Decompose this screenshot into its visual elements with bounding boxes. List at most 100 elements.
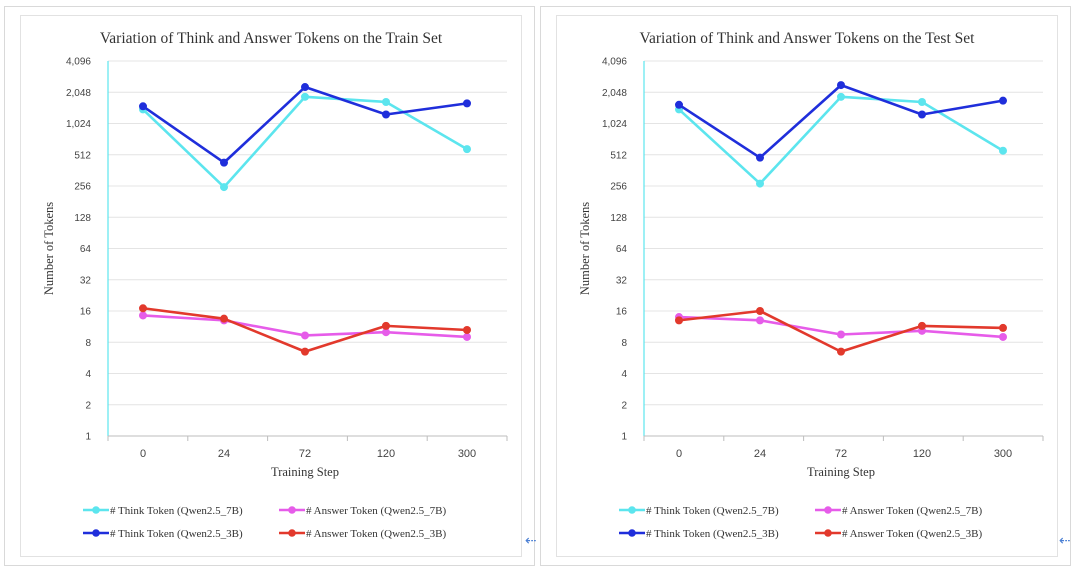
chart-title: Variation of Think and Answer Tokens on … xyxy=(100,30,443,47)
test-chart-frame: Variation of Think and Answer Tokens on … xyxy=(556,15,1058,557)
data-point xyxy=(382,97,390,106)
data-point xyxy=(918,321,926,330)
legend-label: # Answer Token (Qwen2.5_3B) xyxy=(306,528,447,540)
series-line xyxy=(142,306,468,353)
data-point xyxy=(139,102,147,111)
data-point xyxy=(382,110,390,119)
y-tick-label: 2 xyxy=(85,400,91,411)
data-point xyxy=(837,92,845,101)
legend-label: # Answer Token (Qwen2.5_7B) xyxy=(306,505,447,517)
y-tick-label: 4 xyxy=(85,369,91,380)
y-tick-label: 2 xyxy=(621,400,627,411)
y-tick-label: 64 xyxy=(616,244,628,255)
y-tick-label: 4 xyxy=(621,369,627,380)
data-point xyxy=(756,316,764,325)
data-point xyxy=(918,110,926,119)
y-tick-label: 16 xyxy=(616,307,628,318)
y-tick-label: 32 xyxy=(80,275,92,286)
y-tick-label: 128 xyxy=(610,213,627,224)
train-set-line-chart: Variation of Think and Answer Tokens on … xyxy=(42,30,508,540)
y-tick-label: 8 xyxy=(621,338,627,349)
train-chart-frame: Variation of Think and Answer Tokens on … xyxy=(20,15,522,557)
x-tick-label: 24 xyxy=(754,448,766,460)
legend-label: # Think Token (Qwen2.5_7B) xyxy=(110,505,243,517)
legend-swatch-marker xyxy=(628,529,636,537)
y-tick-label: 1,024 xyxy=(66,119,91,130)
data-point xyxy=(301,83,309,92)
test-set-line-chart: Variation of Think and Answer Tokens on … xyxy=(578,30,1044,540)
legend-label: # Think Token (Qwen2.5_7B) xyxy=(646,505,779,517)
legend-label: # Answer Token (Qwen2.5_3B) xyxy=(842,528,983,540)
data-point xyxy=(301,331,309,340)
legend-swatch-marker xyxy=(288,506,296,514)
data-point xyxy=(463,325,471,334)
x-tick-label: 72 xyxy=(299,448,311,460)
legend-label: # Answer Token (Qwen2.5_7B) xyxy=(842,505,983,517)
data-point xyxy=(999,96,1007,105)
data-point xyxy=(756,179,764,188)
y-tick-label: 512 xyxy=(74,150,91,161)
data-point xyxy=(301,347,309,356)
data-point xyxy=(837,347,845,356)
y-tick-label: 32 xyxy=(616,275,628,286)
x-tick-label: 300 xyxy=(994,448,1012,460)
return-arrow-icon: ⇠ xyxy=(525,533,537,549)
y-tick-label: 2,048 xyxy=(66,88,91,99)
data-point xyxy=(301,92,309,101)
x-tick-label: 300 xyxy=(458,448,476,460)
x-tick-label: 120 xyxy=(377,448,395,460)
data-point xyxy=(675,100,683,109)
data-point xyxy=(999,146,1007,155)
legend-swatch-marker xyxy=(288,529,296,537)
y-tick-label: 2,048 xyxy=(602,88,627,99)
data-point xyxy=(220,183,228,192)
data-point xyxy=(999,323,1007,332)
data-point xyxy=(463,99,471,108)
x-tick-label: 24 xyxy=(218,448,230,460)
legend-swatch-marker xyxy=(92,529,100,537)
data-point xyxy=(837,330,845,339)
chart-title: Variation of Think and Answer Tokens on … xyxy=(640,30,976,47)
y-tick-label: 8 xyxy=(85,338,91,349)
x-tick-label: 120 xyxy=(913,448,931,460)
y-tick-label: 4,096 xyxy=(66,57,91,68)
x-axis-label: Training Step xyxy=(807,465,875,479)
data-point xyxy=(837,81,845,90)
y-tick-label: 1,024 xyxy=(602,119,627,130)
y-tick-label: 64 xyxy=(80,244,92,255)
legend-swatch-marker xyxy=(628,506,636,514)
y-tick-label: 16 xyxy=(80,307,92,318)
data-point xyxy=(220,314,228,323)
legend-swatch-marker xyxy=(92,506,100,514)
data-point xyxy=(139,311,147,320)
legend-swatch-marker xyxy=(824,529,832,537)
data-point xyxy=(139,304,147,313)
x-axis-label: Training Step xyxy=(271,465,339,479)
y-tick-label: 1 xyxy=(85,432,91,443)
x-tick-label: 72 xyxy=(835,448,847,460)
legend-swatch-marker xyxy=(824,506,832,514)
y-axis-label: Number of Tokens xyxy=(42,202,56,295)
test-chart-panel: Variation of Think and Answer Tokens on … xyxy=(540,6,1071,566)
data-point xyxy=(675,316,683,325)
y-tick-label: 4,096 xyxy=(602,57,627,68)
data-point xyxy=(463,332,471,341)
data-point xyxy=(756,307,764,315)
return-arrow-icon: ⇠ xyxy=(1059,533,1071,549)
data-point xyxy=(463,145,471,154)
data-point xyxy=(382,328,390,337)
y-tick-label: 1 xyxy=(621,432,627,443)
x-tick-label: 0 xyxy=(140,448,146,460)
x-tick-label: 0 xyxy=(676,448,682,460)
data-point xyxy=(918,97,926,106)
data-point xyxy=(756,153,764,162)
legend-label: # Think Token (Qwen2.5_3B) xyxy=(646,528,779,540)
legend-label: # Think Token (Qwen2.5_3B) xyxy=(110,528,243,540)
y-axis-label: Number of Tokens xyxy=(578,202,592,295)
train-chart-panel: Variation of Think and Answer Tokens on … xyxy=(4,6,537,566)
data-point xyxy=(382,321,390,330)
y-tick-label: 256 xyxy=(74,182,91,193)
data-point xyxy=(999,332,1007,341)
y-tick-label: 256 xyxy=(610,182,627,193)
y-tick-label: 128 xyxy=(74,213,91,224)
